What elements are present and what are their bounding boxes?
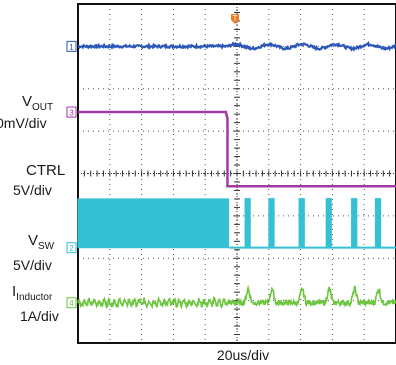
vsw-burst [325,198,332,248]
iinductor-trace [77,284,396,310]
channel-marker-number: 4 [69,299,74,308]
ctrl-trace [78,110,396,188]
channel-2-marker: 2 [66,242,77,254]
vsw-burst [268,198,275,248]
vsw-scale: 5V/div [13,257,52,273]
channel-marker-box [66,40,77,52]
vsw-burst [298,198,305,248]
vsw-burst [244,198,251,248]
vsw-label: VSW [28,232,55,252]
iinductor-label: IInductor [12,283,53,303]
iinductor-scale: 1A/div [20,308,59,324]
vout-scale: 0mV/div [0,115,47,131]
channel-marker-number: 3 [69,109,74,118]
channel-1-marker: 1 [66,40,77,52]
channel-4-marker: 4 [66,297,77,309]
vsw-burst [374,198,382,248]
vsw-trace-dense [77,198,230,249]
channel-marker-number: 1 [69,43,74,52]
channel-markers: 1 3 2 4 [66,40,77,309]
x-axis-scale: 20us/div [217,347,269,363]
trigger-marker: T [231,14,239,24]
vsw-burst [351,198,358,248]
channel-marker-box [66,242,77,254]
ctrl-label: CTRL [26,162,65,179]
channel-marker-box [66,106,77,118]
plot-frame [77,3,396,344]
channel-marker-box [66,297,77,309]
vout-trace [77,40,396,52]
channel-3-marker: 3 [66,106,77,118]
traces [77,40,396,310]
trigger-marker-label: T [233,14,238,23]
vout-label: VOUT [22,93,53,113]
channel-labels: VOUT 0mV/div CTRL 5V/div VSW 5V/div IInd… [0,93,65,324]
channel-marker-number: 2 [69,244,74,253]
ctrl-scale: 5V/div [13,182,52,198]
